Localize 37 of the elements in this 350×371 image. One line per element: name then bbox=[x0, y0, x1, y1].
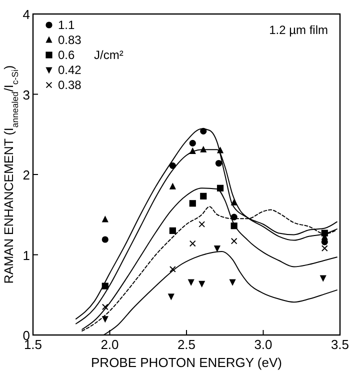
point bbox=[214, 246, 220, 252]
y-tick-label: 4 bbox=[22, 7, 30, 22]
y-tick-label: 2 bbox=[22, 168, 30, 182]
point bbox=[168, 294, 174, 300]
point bbox=[198, 280, 206, 288]
point bbox=[102, 216, 108, 222]
annotation: 1.2 µm film bbox=[269, 23, 328, 37]
point bbox=[321, 245, 328, 252]
point bbox=[215, 160, 222, 167]
legend-label: 0.6 bbox=[58, 48, 76, 62]
point bbox=[189, 240, 196, 247]
point bbox=[102, 316, 108, 323]
point bbox=[189, 200, 196, 207]
point bbox=[229, 279, 236, 286]
x-axis-title: PROBE PHOTON ENERGY (eV) bbox=[91, 355, 282, 370]
point bbox=[102, 236, 108, 243]
point bbox=[102, 304, 108, 310]
point bbox=[230, 238, 238, 244]
point bbox=[320, 275, 326, 282]
y-tick-label: 1 bbox=[22, 248, 30, 263]
point bbox=[169, 227, 176, 234]
legend-label: 0.83 bbox=[58, 33, 82, 47]
point bbox=[198, 221, 206, 228]
x-tick-label: 3.0 bbox=[254, 337, 272, 352]
point bbox=[169, 266, 176, 272]
y-tick-label: 3 bbox=[22, 87, 30, 102]
point bbox=[188, 279, 194, 286]
point bbox=[169, 182, 176, 190]
x-tick-label: 3.5 bbox=[330, 337, 350, 352]
point bbox=[189, 140, 196, 146]
legend-label: 1.1 bbox=[58, 18, 76, 32]
annotation: J/cm² bbox=[94, 48, 124, 62]
point bbox=[200, 192, 207, 200]
legend-label: 0.42 bbox=[58, 63, 82, 77]
x-tick-label: 2.0 bbox=[100, 337, 119, 352]
x-tick-label: 2.5 bbox=[177, 337, 196, 352]
legend-label: 0.38 bbox=[58, 78, 82, 92]
